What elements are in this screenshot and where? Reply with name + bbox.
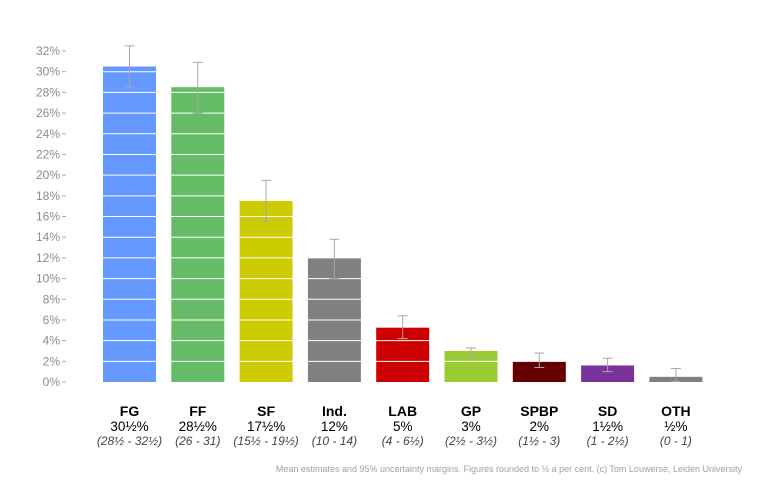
y-tick-label: 28% [36,85,60,99]
error-bar [602,357,613,373]
value-label: 2% [530,419,550,434]
category-label: SPBP [520,403,558,419]
y-tick-label: 12% [36,251,60,265]
y-tick-label: 22% [36,147,60,161]
y-axis: 0% 2% 4% 6% 8% 10% 12% 14% 16% 18% 20% 22% 24% 26% 28%… [36,44,66,389]
value-label: 28½% [179,419,217,434]
value-label: 1½% [592,419,623,434]
error-bar [329,238,340,280]
footnote: Mean estimates and 95% uncertainty margi… [276,464,743,474]
range-label: (0 - 1) [660,434,692,448]
value-label: 17½% [247,419,285,434]
y-tick-label: 0% [43,375,61,389]
bar-sd [581,365,635,382]
error-bar [261,179,272,223]
y-tick-label: 30% [36,65,60,79]
category-label: SD [598,403,617,419]
error-bars [124,45,681,382]
range-label: (2½ - 3½) [445,434,497,448]
y-tick-label: 6% [43,313,61,327]
range-label: (1½ - 3) [518,434,560,448]
value-label: 30½% [110,419,148,434]
range-label: (15½ - 19½) [233,434,298,448]
range-label: (1 - 2½) [587,434,629,448]
y-tick-label: 32% [36,44,60,58]
range-label: (10 - 14) [312,434,357,448]
value-label: 5% [393,419,413,434]
value-label: ½% [664,419,687,434]
error-bar [124,45,135,88]
bar-spbp [512,361,566,382]
category-label: SF [257,403,275,419]
range-label: (28½ - 32½) [97,434,162,448]
error-bar [192,61,203,114]
value-label: 12% [321,419,348,434]
y-tick-label: 24% [36,127,60,141]
gridlines [66,50,720,362]
y-tick-label: 18% [36,189,60,203]
y-tick-label: 2% [43,354,61,368]
y-tick-label: 10% [36,272,60,286]
value-label: 3% [461,419,481,434]
range-label: (26 - 31) [175,434,220,448]
bar-fg [103,66,156,382]
y-tick-label: 20% [36,168,60,182]
error-bar [534,352,545,369]
error-bar [466,347,476,357]
category-label: LAB [388,403,417,419]
bar-ff [171,87,225,382]
category-label: FF [189,403,207,419]
bar-sf [239,200,293,382]
error-bar [397,315,408,340]
y-tick-label: 26% [36,106,60,120]
error-bar [670,368,681,382]
category-label: GP [461,403,481,419]
category-label: Ind. [322,403,347,419]
y-tick-label: 8% [43,292,61,306]
category-label: FG [120,403,140,419]
range-label: (4 - 6½) [382,434,424,448]
category-label: OTH [661,403,691,419]
y-tick-label: 4% [43,334,61,348]
y-tick-label: 16% [36,210,60,224]
y-tick-label: 14% [36,230,60,244]
